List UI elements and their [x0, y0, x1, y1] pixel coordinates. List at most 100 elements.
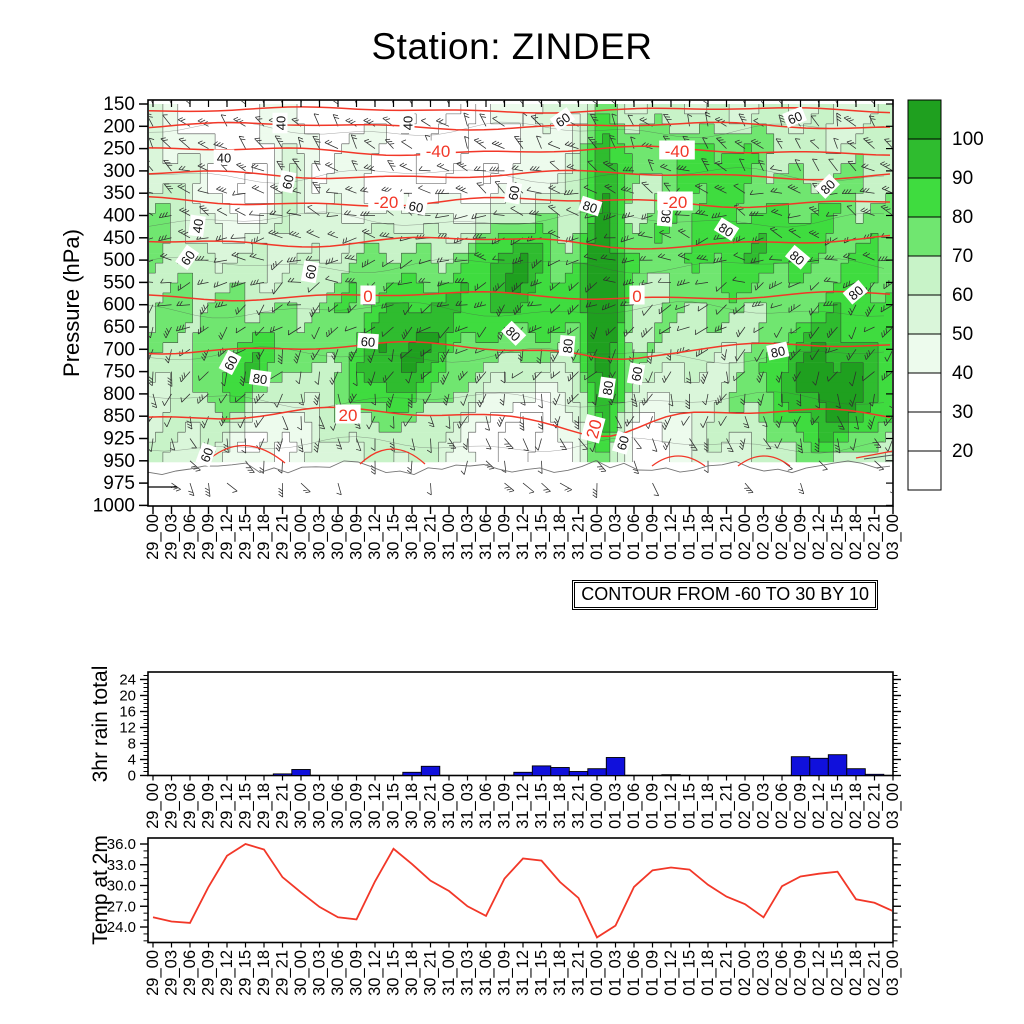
- svg-text:20: 20: [583, 417, 606, 440]
- rain-x-tick-label: 31_09: [496, 783, 514, 829]
- rain-bar: [846, 768, 866, 776]
- main-x-tick-label: 29_00: [144, 514, 162, 560]
- main-x-tick-label: 02_12: [810, 514, 828, 560]
- corner-fragment-right: [863, 454, 894, 460]
- black-contour-label: 80: [248, 369, 272, 387]
- red-contour-label: -20: [657, 191, 693, 212]
- temp-x-tick-label: 30_18: [403, 950, 421, 996]
- svg-text:60: 60: [614, 434, 632, 452]
- svg-text:80: 80: [599, 380, 616, 396]
- black-contour-label: 80: [814, 173, 840, 199]
- main-x-tick-label: 31_03: [459, 514, 477, 560]
- red-contour-label: -40: [420, 140, 456, 161]
- main-x-tick-label: 02_15: [829, 514, 847, 560]
- temp-y-tick-label: 33.0: [107, 857, 136, 874]
- main-x-tick-label: 30_15: [385, 514, 403, 560]
- temp-x-tick-label: 29_09: [200, 950, 218, 996]
- temp-y-tick-label: 30.0: [107, 878, 136, 895]
- rain-bar: [587, 768, 607, 776]
- pressure-tick-label: 550: [103, 272, 135, 293]
- main-x-tick-label: 31_15: [533, 514, 551, 560]
- rain-x-tick-label: 31_12: [514, 783, 532, 829]
- pressure-axis-title: Pressure (hPa): [59, 229, 84, 377]
- rain-x-tick-label: 29_00: [144, 783, 162, 829]
- rain-x-tick-label: 30_03: [311, 783, 329, 829]
- main-x-tick-label: 30_18: [403, 514, 421, 560]
- rain-y-tick-label: 12: [119, 720, 136, 737]
- temp-x-tick-label: 31_00: [440, 950, 458, 996]
- temp-x-tick-label: 01_18: [699, 950, 717, 996]
- main-x-tick-label: 31_00: [440, 514, 458, 560]
- main-x-tick-label: 30_03: [311, 514, 329, 560]
- rain-x-tick-label: 30_09: [348, 783, 366, 829]
- pressure-tick-label: 350: [103, 183, 135, 204]
- rain-bar: [513, 771, 533, 776]
- rain-x-tick-label: 31_21: [570, 783, 588, 829]
- svg-text:-40: -40: [426, 142, 451, 161]
- black-contour-label: 40: [272, 112, 288, 134]
- rain-x-tick-label: 01_21: [718, 783, 736, 829]
- temp-x-tick-label: 01_03: [607, 950, 625, 996]
- svg-text:60: 60: [407, 198, 424, 216]
- rain-bar: [809, 757, 829, 776]
- main-x-tick-label: 31_18: [551, 514, 569, 560]
- rain-x-tick-label: 02_03: [755, 783, 773, 829]
- black-contour-label: 40: [188, 214, 206, 238]
- black-contour-label: 60: [357, 332, 379, 350]
- black-contour-label: 60: [277, 170, 297, 194]
- red-contour-label: 20: [580, 414, 606, 444]
- black-contour-label: 80: [656, 205, 674, 227]
- rain-x-tick-label: 01_03: [607, 783, 625, 829]
- black-contour-label: 60: [175, 244, 200, 271]
- rain-x-tick-label: 01_12: [662, 783, 680, 829]
- pressure-tick-label: 200: [103, 116, 135, 137]
- rain-y-tick-label: 8: [128, 736, 136, 753]
- temp-axis-title: Temp at 2m: [89, 835, 112, 945]
- rain-x-tick-label: 02_21: [866, 783, 884, 829]
- pressure-tick-label: 600: [103, 295, 135, 316]
- svg-text:60: 60: [302, 264, 319, 281]
- rain-bar: [531, 765, 552, 776]
- temp-y-tick-label: 36.0: [107, 836, 136, 853]
- pressure-tick-label: 700: [103, 339, 135, 360]
- colorbar-tick-label: 60: [952, 285, 973, 306]
- black-contour-label: 80: [713, 217, 740, 241]
- temp-x-tick-label: 30_06: [329, 950, 347, 996]
- svg-text:60: 60: [628, 366, 645, 383]
- svg-text:60: 60: [553, 110, 573, 131]
- colorbar-cell: [907, 99, 942, 140]
- black-contour-label: 60: [626, 362, 646, 386]
- rain-x-tick-label: 29_09: [200, 783, 218, 829]
- svg-text:40: 40: [189, 218, 206, 234]
- black-contour-label: 80: [558, 334, 576, 357]
- black-contour-label: 80: [784, 244, 811, 270]
- rain-x-tick-label: 31_00: [440, 783, 458, 829]
- main-x-tick-label: 02_21: [866, 514, 884, 560]
- rain-bar: [568, 771, 589, 776]
- black-contour-label: 40: [399, 112, 415, 134]
- rh-contour-lines: [149, 104, 892, 462]
- pressure-tick-label: 750: [103, 362, 135, 383]
- temp-x-tick-label: 03_00: [884, 950, 902, 996]
- temp-x-tick-label: 31_09: [496, 950, 514, 996]
- rain-bar: [827, 754, 848, 776]
- pressure-tick-label: 400: [103, 206, 135, 227]
- red-contour-labels: -40 -40 -20 -20 0 0 20 20: [335, 140, 695, 444]
- main-x-tick-label: 30_21: [422, 514, 440, 560]
- svg-text:80: 80: [716, 220, 736, 240]
- colorbar-tick-label: 20: [952, 441, 973, 462]
- temp-line-group: [152, 843, 892, 939]
- main-x-tick-label: 02_00: [736, 514, 754, 560]
- temp-x-tick-label: 01_09: [644, 950, 662, 996]
- temp-x-tick-label: 29_03: [163, 950, 181, 996]
- rain-y-tick-label: 20: [119, 688, 136, 705]
- temp-x-tick-label: 31_12: [514, 950, 532, 996]
- rain-x-tick-label: 30_21: [422, 783, 440, 829]
- rain-x-tick-label: 31_06: [477, 783, 495, 829]
- main-x-tick-label: 29_18: [255, 514, 273, 560]
- rain-bar: [661, 774, 681, 776]
- temp-x-tick-label: 01_12: [662, 950, 680, 996]
- colorbar-cell: [907, 450, 942, 491]
- main-x-tick-label: 01_21: [718, 514, 736, 560]
- main-x-tick-label: 30_06: [329, 514, 347, 560]
